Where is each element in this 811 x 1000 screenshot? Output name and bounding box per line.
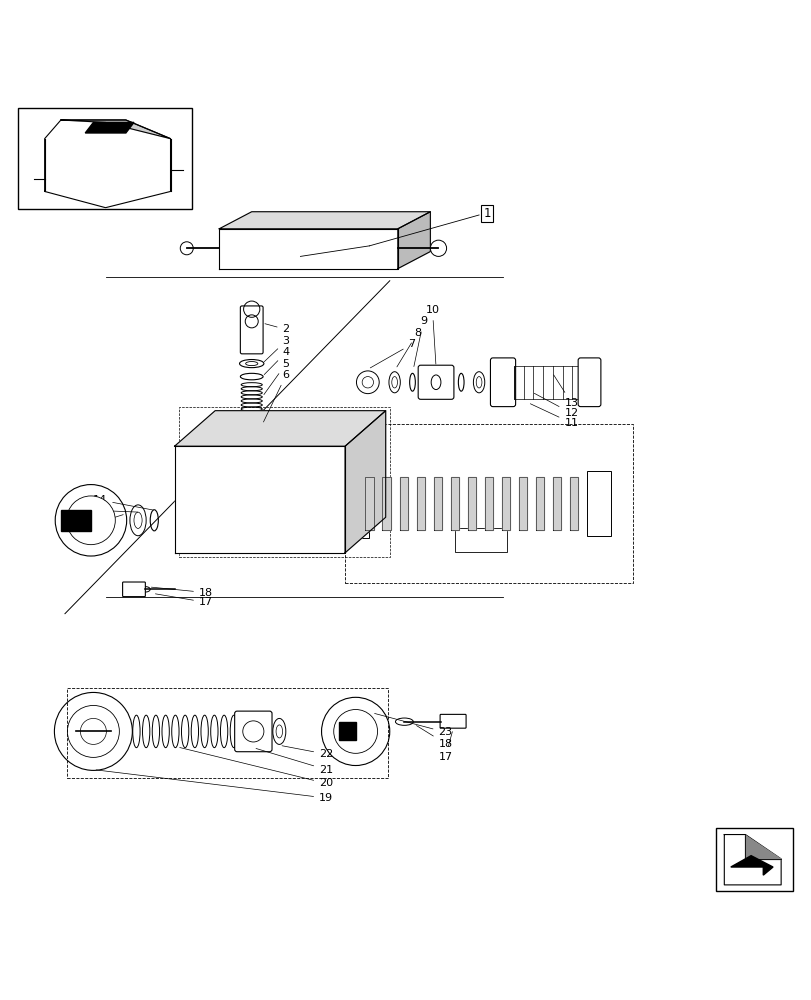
Text: 21: 21	[255, 748, 333, 775]
Polygon shape	[399, 477, 407, 530]
Text: 22: 22	[281, 746, 333, 759]
Polygon shape	[723, 835, 780, 885]
Text: 8: 8	[397, 328, 421, 367]
Text: 5: 5	[264, 359, 290, 395]
Polygon shape	[552, 477, 560, 530]
Polygon shape	[730, 856, 772, 875]
Polygon shape	[569, 477, 577, 530]
Text: 20: 20	[179, 748, 333, 788]
FancyBboxPatch shape	[577, 358, 600, 407]
FancyBboxPatch shape	[234, 711, 272, 752]
Text: 2: 2	[264, 324, 290, 334]
Circle shape	[245, 426, 258, 439]
Polygon shape	[467, 477, 475, 530]
Polygon shape	[219, 212, 430, 229]
Polygon shape	[85, 122, 134, 133]
Text: 18: 18	[151, 587, 212, 598]
Bar	[513, 366, 581, 398]
Polygon shape	[45, 120, 170, 208]
Polygon shape	[61, 120, 170, 139]
Circle shape	[55, 485, 127, 556]
Circle shape	[67, 496, 115, 545]
FancyBboxPatch shape	[240, 306, 263, 354]
Polygon shape	[382, 477, 390, 530]
Bar	[586, 471, 611, 536]
Text: 16: 16	[93, 515, 123, 527]
Text: 1: 1	[483, 207, 491, 220]
Polygon shape	[345, 411, 385, 553]
Polygon shape	[744, 835, 780, 859]
Text: 23: 23	[374, 713, 452, 737]
Polygon shape	[518, 477, 526, 530]
Text: 4: 4	[264, 347, 290, 375]
FancyBboxPatch shape	[418, 365, 453, 399]
Bar	[351, 469, 369, 538]
Bar	[454, 528, 507, 552]
Text: 10: 10	[425, 305, 439, 364]
Polygon shape	[174, 411, 385, 446]
Polygon shape	[535, 477, 543, 530]
FancyBboxPatch shape	[490, 358, 515, 407]
FancyBboxPatch shape	[440, 714, 466, 728]
Polygon shape	[484, 477, 492, 530]
Text: 15: 15	[93, 506, 138, 516]
Polygon shape	[501, 477, 509, 530]
Bar	[178, 407, 389, 557]
Circle shape	[243, 411, 260, 427]
Text: 13: 13	[553, 375, 577, 408]
Polygon shape	[339, 722, 355, 740]
Polygon shape	[433, 477, 441, 530]
Text: 14: 14	[93, 495, 153, 510]
FancyBboxPatch shape	[122, 582, 145, 597]
Text: 12: 12	[534, 393, 577, 418]
Bar	[715, 828, 792, 891]
Text: 7: 7	[370, 339, 415, 368]
Polygon shape	[450, 477, 458, 530]
Text: 3: 3	[264, 336, 290, 362]
Text: 9: 9	[414, 316, 427, 367]
Polygon shape	[219, 229, 397, 269]
Bar	[345, 424, 633, 583]
Text: 19: 19	[96, 770, 333, 803]
Polygon shape	[61, 510, 91, 531]
Text: 11: 11	[530, 404, 577, 428]
Polygon shape	[174, 446, 345, 553]
Bar	[67, 688, 388, 778]
Polygon shape	[365, 477, 373, 530]
Text: 17: 17	[155, 594, 212, 607]
Polygon shape	[397, 212, 430, 269]
Bar	[18, 108, 192, 209]
Text: 17: 17	[438, 732, 452, 762]
Text: 6: 6	[263, 370, 290, 422]
Text: 18: 18	[416, 726, 452, 749]
Polygon shape	[416, 477, 424, 530]
